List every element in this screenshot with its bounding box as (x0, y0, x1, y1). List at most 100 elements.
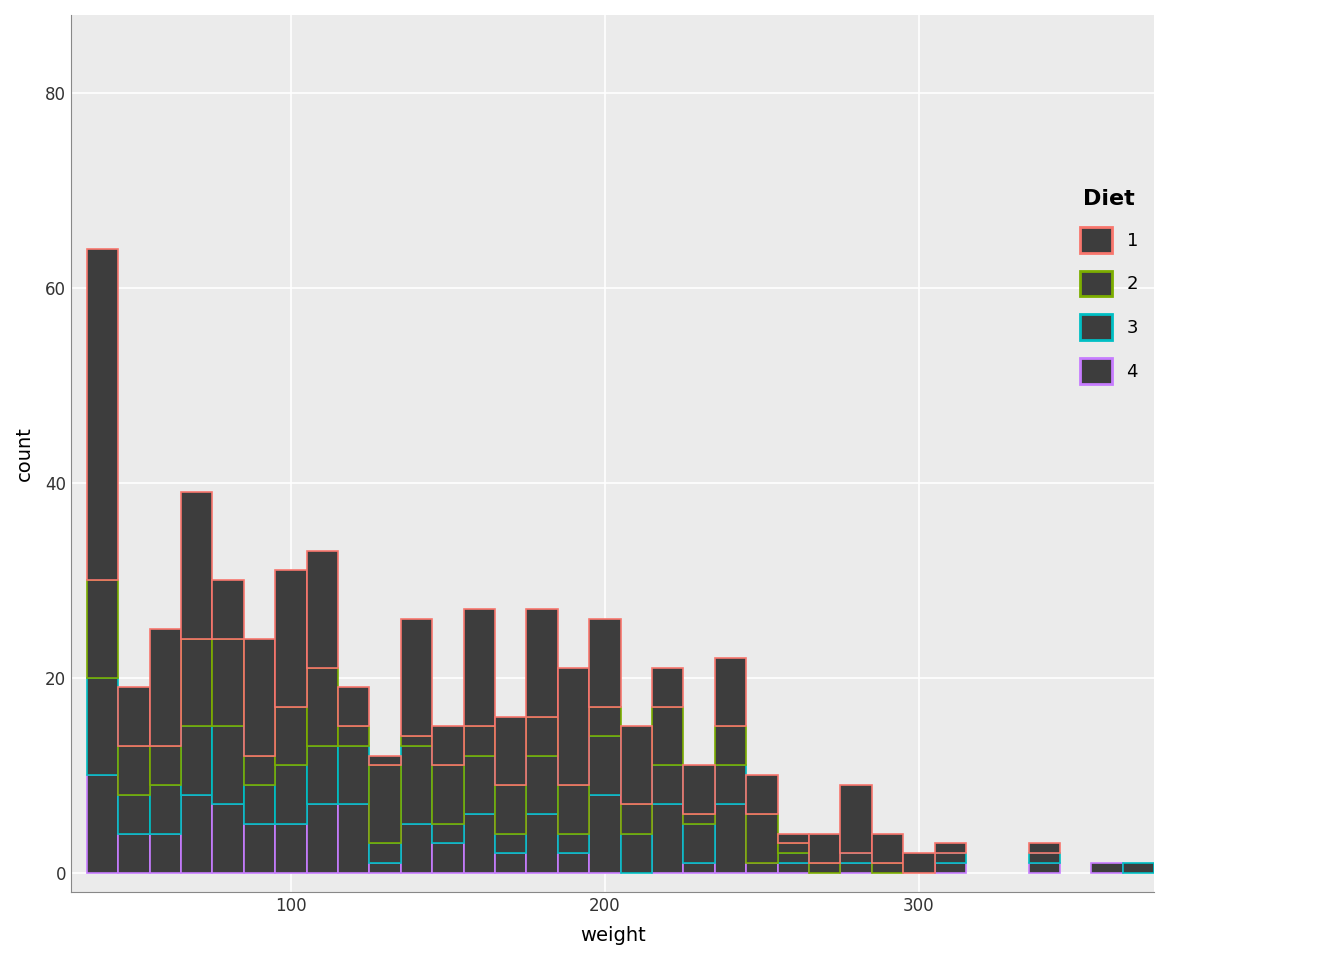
Bar (872, 863, 903, 873)
Bar (527, 756, 558, 814)
Bar (527, 716, 558, 756)
Bar (589, 736, 621, 795)
Bar (778, 853, 809, 863)
Bar (370, 765, 401, 843)
Bar (652, 765, 683, 804)
Bar (715, 659, 746, 727)
Bar (840, 853, 872, 863)
Bar (558, 668, 589, 785)
Bar (118, 795, 149, 833)
Bar (495, 833, 527, 853)
Bar (276, 570, 306, 707)
Bar (652, 804, 683, 873)
Legend: 1, 2, 3, 4: 1, 2, 3, 4 (1073, 181, 1145, 391)
Bar (464, 610, 495, 727)
Bar (401, 824, 433, 873)
Bar (433, 765, 464, 824)
Bar (1028, 853, 1060, 863)
Bar (337, 746, 370, 804)
Bar (243, 824, 276, 873)
Bar (181, 795, 212, 873)
Bar (433, 843, 464, 873)
Bar (181, 727, 212, 795)
Bar (840, 863, 872, 873)
Bar (589, 619, 621, 707)
Bar (934, 843, 966, 853)
Bar (683, 814, 715, 824)
Bar (212, 804, 243, 873)
Bar (652, 668, 683, 707)
Bar (809, 833, 840, 863)
Bar (276, 824, 306, 873)
Bar (934, 863, 966, 873)
Bar (149, 785, 181, 833)
Bar (212, 638, 243, 727)
Bar (746, 775, 778, 814)
Bar (370, 843, 401, 863)
Bar (683, 765, 715, 814)
Bar (872, 833, 903, 863)
Bar (715, 727, 746, 765)
Bar (149, 746, 181, 785)
Bar (1091, 863, 1122, 873)
Bar (181, 492, 212, 638)
Bar (809, 863, 840, 873)
Bar (118, 746, 149, 795)
Bar (212, 727, 243, 804)
Bar (621, 727, 652, 804)
X-axis label: weight: weight (579, 926, 645, 945)
Bar (87, 580, 118, 678)
Bar (306, 551, 337, 668)
Bar (401, 736, 433, 746)
Bar (464, 756, 495, 814)
Bar (778, 843, 809, 853)
Bar (589, 707, 621, 736)
Bar (276, 765, 306, 824)
Bar (558, 785, 589, 833)
Bar (558, 853, 589, 873)
Bar (306, 668, 337, 746)
Bar (337, 727, 370, 746)
Bar (212, 580, 243, 638)
Bar (433, 727, 464, 765)
Bar (370, 863, 401, 873)
Bar (87, 249, 118, 580)
Bar (181, 638, 212, 727)
Bar (464, 727, 495, 756)
Bar (683, 863, 715, 873)
Bar (1122, 863, 1154, 873)
Bar (621, 833, 652, 873)
Bar (558, 833, 589, 853)
Bar (683, 824, 715, 863)
Bar (840, 785, 872, 853)
Bar (652, 707, 683, 765)
Bar (337, 687, 370, 727)
Bar (87, 775, 118, 873)
Bar (746, 814, 778, 863)
Bar (243, 638, 276, 756)
Bar (1028, 843, 1060, 853)
Bar (778, 863, 809, 873)
Bar (903, 853, 934, 873)
Bar (118, 833, 149, 873)
Bar (621, 804, 652, 833)
Bar (589, 795, 621, 873)
Bar (495, 716, 527, 785)
Bar (337, 804, 370, 873)
Bar (1028, 863, 1060, 873)
Bar (934, 853, 966, 863)
Bar (243, 756, 276, 785)
Bar (778, 833, 809, 843)
Bar (715, 765, 746, 804)
Bar (495, 785, 527, 833)
Bar (243, 785, 276, 824)
Bar (370, 756, 401, 765)
Bar (495, 853, 527, 873)
Bar (306, 804, 337, 873)
Bar (118, 687, 149, 746)
Bar (401, 746, 433, 824)
Y-axis label: count: count (15, 426, 34, 481)
Bar (527, 814, 558, 873)
Bar (401, 619, 433, 736)
Bar (527, 610, 558, 716)
